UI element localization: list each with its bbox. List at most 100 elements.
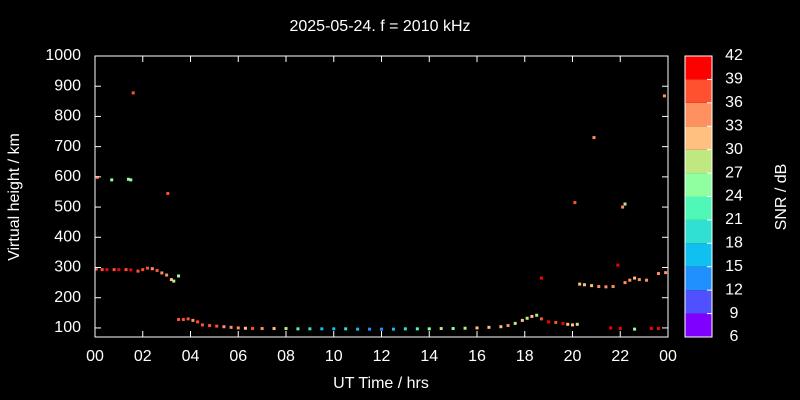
y-tick-label: 1000 — [45, 47, 81, 64]
data-point — [110, 178, 114, 182]
colorbar-swatch — [685, 149, 712, 174]
y-tick-label: 200 — [54, 289, 81, 306]
data-point — [611, 285, 615, 289]
x-tick-label: 10 — [325, 348, 343, 365]
data-point — [513, 321, 517, 325]
colorbar-tick-label: 39 — [725, 71, 743, 88]
data-point — [427, 327, 431, 331]
data-point — [129, 268, 133, 272]
data-point — [561, 321, 565, 325]
colorbar-tick-label: 6 — [730, 328, 739, 345]
data-point — [566, 322, 570, 326]
data-point — [645, 278, 649, 282]
x-tick-label: 00 — [659, 348, 677, 365]
colorbar-swatch — [685, 243, 712, 267]
data-point — [380, 327, 383, 331]
data-point — [181, 317, 185, 321]
x-tick-label: 02 — [134, 348, 152, 365]
data-point — [649, 327, 653, 331]
x-tick-label: 14 — [420, 348, 438, 365]
data-point — [592, 136, 596, 140]
data-point — [391, 327, 395, 331]
data-point — [117, 268, 121, 272]
data-point — [124, 268, 128, 272]
data-point — [415, 327, 419, 331]
data-point — [141, 268, 145, 272]
data-point — [571, 323, 574, 327]
data-point — [623, 281, 627, 285]
colorbar-swatch — [685, 173, 712, 197]
data-point — [487, 325, 491, 329]
colorbar-swatch — [685, 290, 712, 314]
y-tick-label: 100 — [54, 319, 81, 336]
data-point — [112, 268, 116, 272]
x-tick-label: 18 — [516, 348, 534, 365]
colorbar-swatch — [685, 219, 712, 244]
x-tick-label: 20 — [564, 348, 582, 365]
data-point — [656, 272, 660, 276]
data-point — [554, 320, 558, 324]
data-point — [451, 327, 455, 331]
data-point — [172, 279, 176, 283]
colorbar-swatch — [685, 266, 712, 291]
data-point — [222, 325, 226, 329]
data-point — [129, 178, 133, 182]
colorbar-tick-label: 9 — [730, 305, 739, 322]
data-point — [628, 278, 632, 282]
data-point — [368, 327, 372, 331]
data-point — [272, 327, 276, 331]
data-point — [578, 282, 582, 286]
x-axis-label: UT Time / hrs — [333, 375, 429, 392]
colorbar-tick-label: 27 — [725, 164, 743, 181]
data-point — [616, 263, 620, 267]
data-point — [604, 285, 608, 289]
colorbar-swatch — [685, 79, 712, 103]
colorbar-tick-label: 21 — [725, 211, 743, 228]
colorbar-tick-label: 18 — [725, 235, 743, 252]
y-axis-label: Virtual height / km — [6, 133, 23, 261]
data-point — [656, 327, 660, 331]
data-point — [166, 191, 170, 195]
data-point — [356, 327, 360, 331]
data-point — [633, 276, 637, 280]
data-point — [525, 316, 529, 320]
data-point — [575, 322, 579, 326]
data-point — [582, 283, 586, 287]
data-point — [506, 324, 510, 328]
colorbar-tick-label: 15 — [725, 258, 743, 275]
data-point — [131, 91, 135, 95]
x-tick-label: 00 — [86, 348, 104, 365]
colorbar-tick-label: 36 — [725, 94, 743, 111]
data-point — [94, 267, 98, 271]
data-point — [155, 269, 159, 273]
y-tick-label: 500 — [54, 198, 81, 215]
x-tick-label: 04 — [182, 348, 200, 365]
data-point — [539, 317, 543, 321]
data-point — [284, 327, 288, 331]
data-point — [403, 327, 407, 331]
data-point — [573, 201, 577, 205]
colorbar-swatch — [685, 56, 712, 80]
data-point — [499, 325, 503, 329]
colorbar-tick-label: 24 — [725, 188, 743, 205]
data-point — [623, 202, 627, 206]
data-point — [344, 327, 348, 331]
data-point — [160, 271, 164, 275]
data-point — [126, 177, 130, 181]
data-point — [475, 326, 479, 330]
data-point — [100, 268, 104, 272]
data-point — [186, 317, 190, 321]
data-point — [136, 269, 140, 273]
colorbar-tick-label: 30 — [725, 141, 743, 158]
y-tick-label: 900 — [54, 77, 81, 94]
data-point — [191, 318, 195, 322]
data-point — [169, 278, 173, 282]
data-point — [539, 276, 543, 280]
colorbar-tick-label: 42 — [725, 47, 743, 64]
data-point — [196, 320, 200, 324]
x-tick-label: 06 — [229, 348, 247, 365]
data-point — [200, 323, 204, 327]
data-point — [618, 327, 622, 331]
